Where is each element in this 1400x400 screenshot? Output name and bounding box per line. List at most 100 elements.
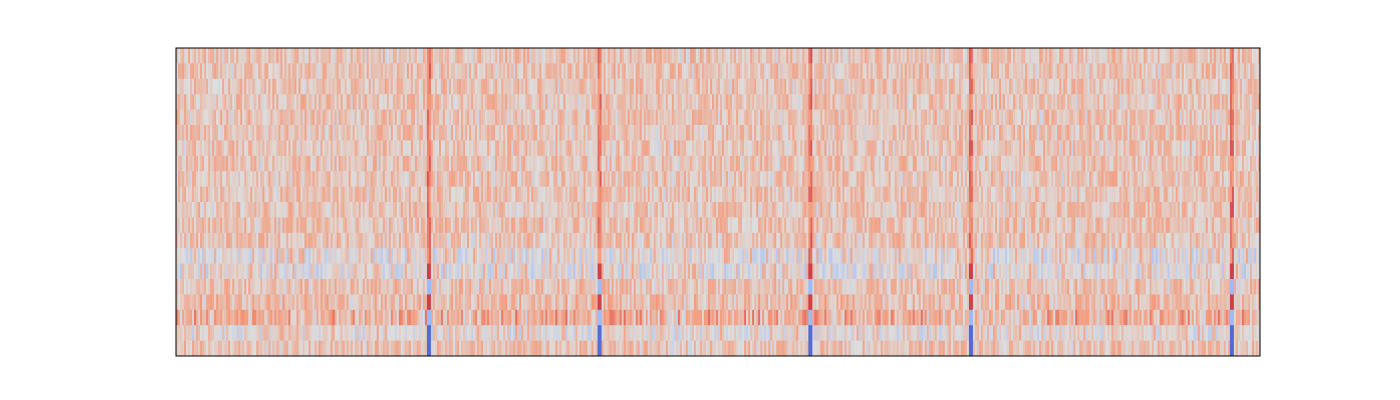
heatmap-cell — [483, 155, 486, 172]
heatmap-cell — [404, 63, 408, 80]
heatmap-cell — [633, 340, 636, 357]
heatmap-cell — [336, 309, 339, 326]
heatmap-cell — [629, 248, 632, 264]
heatmap-cell — [511, 186, 514, 203]
heatmap-cell — [444, 217, 448, 234]
heatmap-cell — [533, 78, 536, 95]
heatmap-cell — [442, 186, 446, 203]
heatmap-cell — [340, 248, 343, 264]
heatmap-cell — [511, 325, 514, 341]
heatmap-cell — [555, 202, 558, 218]
heatmap-cell — [489, 263, 492, 280]
heatmap-cell — [312, 186, 315, 203]
heatmap-cell — [553, 109, 556, 126]
heatmap-cell — [176, 232, 179, 249]
heatmap-cell — [635, 125, 639, 141]
heatmap-cell — [479, 186, 482, 203]
heatmap-cell — [262, 171, 265, 187]
heatmap-cell — [599, 63, 602, 80]
heatmap-cell — [246, 248, 249, 264]
heatmap-cell — [190, 309, 193, 326]
heatmap-cell — [324, 140, 327, 157]
heatmap-cell — [404, 94, 408, 110]
heatmap-cell — [589, 78, 592, 95]
heatmap-cell — [338, 186, 341, 203]
heatmap-cell — [555, 325, 558, 341]
heatmap-cell — [519, 309, 522, 326]
heatmap-cell — [364, 48, 368, 64]
heatmap-cell — [545, 63, 548, 80]
heatmap-cell — [567, 294, 570, 311]
heatmap-cell — [350, 171, 353, 187]
heatmap-cell — [475, 63, 478, 80]
heatmap-cell — [194, 325, 197, 341]
heatmap-cell — [661, 248, 665, 264]
heatmap-cell — [471, 263, 474, 280]
heatmap-cell — [426, 294, 430, 311]
heatmap-cell — [575, 186, 578, 203]
heatmap-cell — [428, 155, 432, 172]
heatmap-cell — [577, 155, 580, 172]
heatmap-cell — [380, 248, 384, 264]
heatmap-cell — [593, 279, 596, 295]
heatmap-cell — [282, 263, 285, 280]
heatmap-cell — [436, 78, 440, 95]
heatmap-cell — [250, 248, 253, 264]
heatmap-cell — [420, 309, 424, 326]
heatmap-cell — [226, 232, 229, 249]
heatmap-cell — [420, 140, 424, 157]
heatmap-cell — [204, 78, 207, 95]
heatmap-cell — [673, 63, 677, 80]
heatmap-cell — [611, 109, 614, 126]
heatmap-cell — [495, 309, 498, 326]
heatmap-cell — [306, 263, 309, 280]
heatmap-cell — [583, 155, 586, 172]
heatmap-cell — [306, 48, 309, 64]
heatmap-cell — [463, 340, 466, 357]
heatmap-cell — [442, 263, 446, 280]
heatmap-cell — [533, 217, 536, 234]
heatmap-cell — [226, 78, 229, 95]
heatmap-cell — [316, 263, 319, 280]
heatmap-cell — [583, 340, 586, 357]
heatmap-cell — [555, 48, 558, 64]
heatmap-cell — [537, 186, 540, 203]
heatmap-cell — [274, 78, 277, 95]
heatmap-cell — [629, 325, 632, 341]
heatmap-cell — [467, 309, 470, 326]
heatmap-cell — [527, 309, 530, 326]
heatmap-cell — [531, 309, 534, 326]
heatmap-cell — [344, 217, 347, 234]
heatmap-cell — [615, 186, 618, 203]
heatmap-cell — [577, 48, 580, 64]
heatmap-cell — [513, 309, 516, 326]
heatmap-cell — [657, 202, 661, 218]
heatmap-cell — [244, 279, 247, 295]
heatmap-cell — [461, 248, 464, 264]
heatmap-cell — [240, 325, 243, 341]
heatmap-cell — [495, 232, 498, 249]
heatmap-cell — [487, 248, 490, 264]
heatmap-cell — [272, 186, 275, 203]
heatmap-cell — [531, 109, 534, 126]
heatmap-cell — [196, 94, 199, 110]
heatmap-cell — [260, 202, 263, 218]
heatmap-cell — [334, 48, 337, 64]
heatmap-cell — [322, 263, 325, 280]
heatmap-cell — [571, 140, 574, 157]
heatmap-cell — [633, 325, 636, 341]
heatmap-cell — [609, 186, 612, 203]
heatmap-cell — [176, 309, 179, 326]
heatmap-cell — [587, 63, 590, 80]
heatmap-cell — [296, 279, 299, 295]
heatmap-cell — [186, 63, 189, 80]
heatmap-cell — [236, 325, 239, 341]
heatmap-cell — [513, 232, 516, 249]
heatmap-cell — [238, 279, 241, 295]
heatmap-cell — [497, 279, 500, 295]
heatmap-cell — [214, 125, 217, 141]
heatmap-cell — [426, 232, 430, 249]
heatmap-cell — [176, 140, 179, 157]
heatmap-cell — [605, 340, 608, 357]
heatmap-cell — [428, 202, 432, 218]
